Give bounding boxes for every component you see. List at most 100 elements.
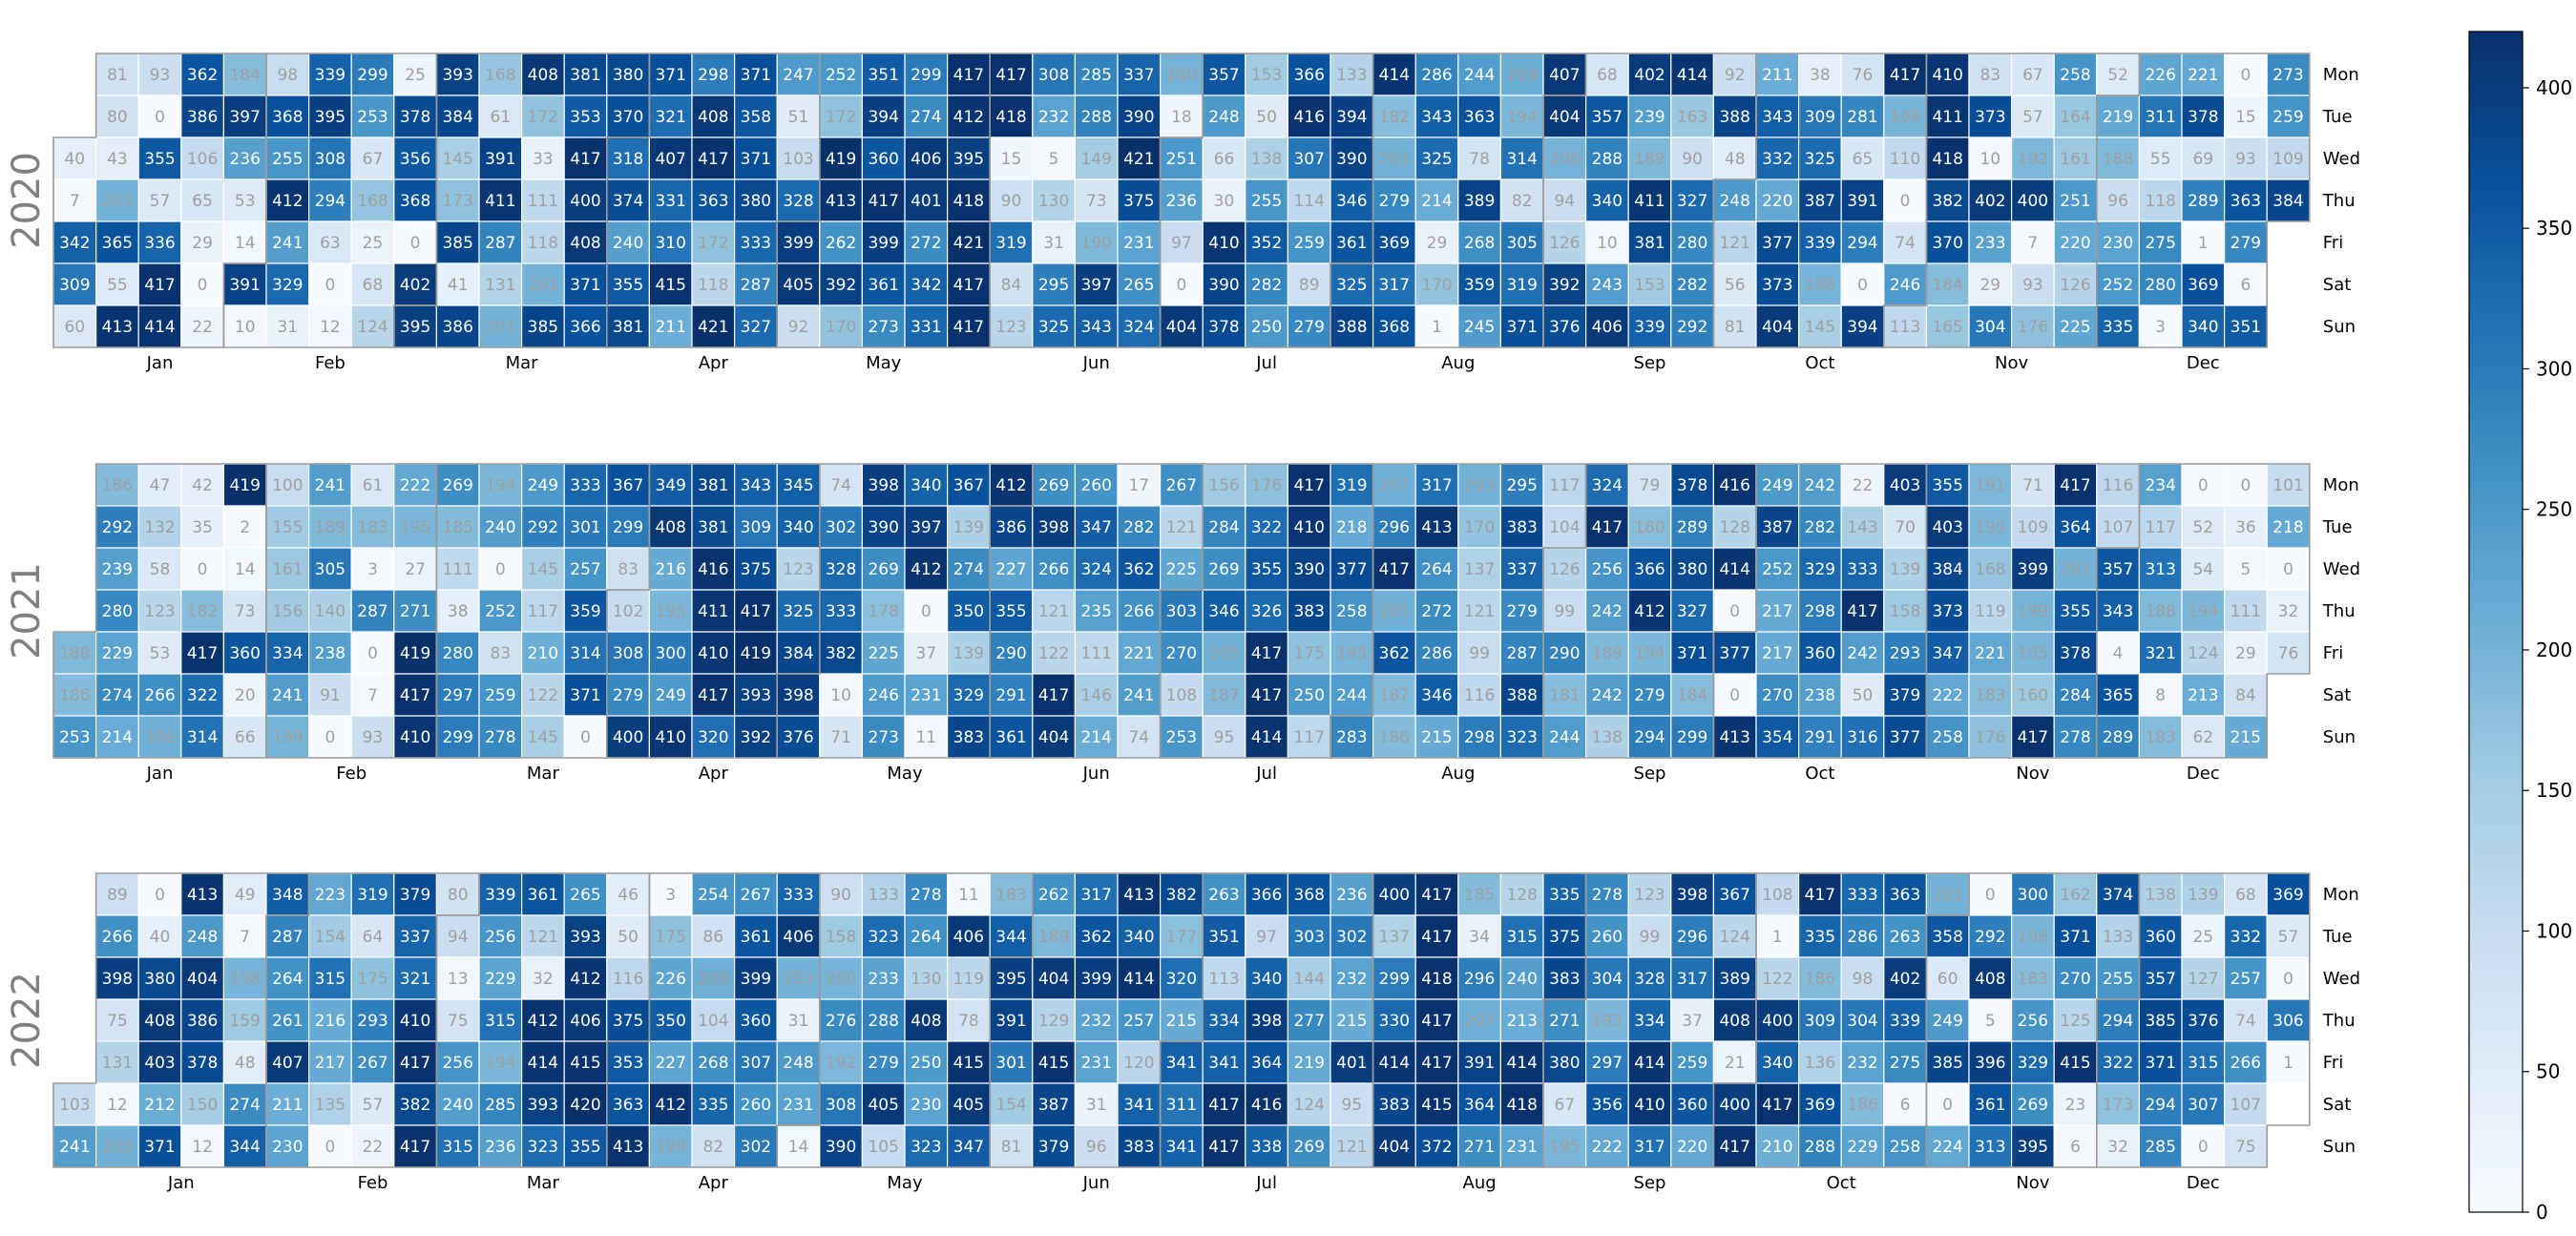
day-value-label: 367: [1719, 886, 1749, 905]
day-value-label: 32: [2107, 1138, 2128, 1157]
day-cell: [308, 220, 352, 264]
day-value-label: 321: [2145, 644, 2175, 663]
day-value-label: 175: [357, 970, 387, 989]
day-value-label: 233: [1975, 234, 2005, 253]
day-value-label: 280: [2145, 276, 2175, 295]
day-value-label: 417: [1208, 1138, 1239, 1157]
day-value-label: 240: [613, 234, 643, 253]
day-value-label: 113: [1890, 318, 1920, 337]
day-value-label: 294: [1634, 728, 1665, 747]
day-value-label: 324: [1123, 318, 1154, 337]
empty-cell: [53, 999, 96, 1041]
day-value-label: 417: [187, 644, 218, 663]
day-value-label: 153: [1634, 276, 1665, 295]
day-value-label: 296: [1677, 928, 1707, 947]
day-value-label: 373: [1975, 108, 2005, 127]
day-value-label: 410: [1634, 1096, 1665, 1115]
day-cell: [946, 262, 991, 306]
day-value-label: 56: [1725, 276, 1746, 295]
day-value-label: 344: [229, 1138, 260, 1157]
day-cell: [137, 136, 182, 180]
day-value-label: 308: [315, 150, 346, 169]
day-value-label: 306: [2272, 1012, 2303, 1031]
day-value-label: 214: [1080, 728, 1111, 747]
day-value-label: 407: [1549, 66, 1580, 85]
day-cell: [180, 463, 225, 507]
day-cell: [989, 505, 1034, 549]
day-value-label: 355: [2060, 602, 2090, 621]
day-cell: [2011, 136, 2055, 180]
day-value-label: 270: [1762, 686, 1792, 705]
day-value-label: 31: [788, 1012, 809, 1031]
day-value-label: 185: [1464, 886, 1495, 905]
day-value-label: 145: [528, 728, 558, 747]
day-cell: [1883, 589, 1928, 633]
day-value-label: 27: [405, 560, 426, 579]
day-cell: [180, 505, 225, 549]
day-value-label: 311: [1166, 1096, 1197, 1115]
day-value-label: 389: [1719, 970, 1749, 989]
day-value-label: 0: [325, 728, 335, 747]
day-value-label: 41: [448, 276, 469, 295]
day-value-label: 410: [400, 1012, 430, 1031]
day-cell: [308, 589, 352, 633]
day-value-label: 126: [2060, 276, 2090, 295]
day-value-label: 324: [1080, 560, 1111, 579]
day-cell: [2053, 304, 2098, 348]
day-value-label: 83: [1979, 66, 2000, 85]
day-value-label: 323: [868, 928, 898, 947]
day-value-label: 249: [1762, 476, 1792, 495]
day-value-label: 0: [921, 602, 932, 621]
day-value-label: 412: [1634, 602, 1665, 621]
day-value-label: 188: [2103, 150, 2133, 169]
day-value-label: 380: [144, 970, 175, 989]
day-cell: [478, 631, 523, 675]
month-label: Feb: [358, 1173, 388, 1193]
day-cell: [904, 505, 949, 549]
day-value-label: 242: [1847, 644, 1877, 663]
day-cell: [265, 136, 310, 180]
day-value-label: 186: [1805, 970, 1835, 989]
day-cell: [180, 136, 225, 180]
day-value-label: 418: [1506, 1096, 1537, 1115]
day-value-label: 300: [2018, 886, 2048, 905]
day-value-label: 387: [1038, 1096, 1069, 1115]
day-value-label: 257: [1123, 1012, 1154, 1031]
day-value-label: 362: [187, 66, 218, 85]
day-value-label: 406: [953, 928, 984, 947]
day-value-label: 73: [235, 602, 256, 621]
day-value-label: 297: [1592, 1054, 1623, 1073]
day-cell: [222, 94, 267, 138]
day-value-label: 58: [150, 560, 171, 579]
day-cell: [861, 220, 906, 264]
day-value-label: 222: [1592, 1138, 1623, 1157]
day-value-label: 82: [702, 1138, 723, 1157]
day-value-label: 205: [1379, 602, 1410, 621]
day-value-label: 236: [229, 150, 260, 169]
day-cell: [52, 136, 97, 180]
month-label: Sep: [1634, 1173, 1666, 1193]
day-cell: [989, 547, 1034, 591]
day-value-label: 99: [1469, 644, 1490, 663]
day-value-label: 0: [580, 728, 591, 747]
day-value-label: 323: [528, 1138, 558, 1157]
day-value-label: 406: [783, 928, 813, 947]
day-value-label: 118: [2145, 192, 2175, 211]
day-value-label: 31: [277, 318, 298, 337]
day-value-label: 285: [485, 1096, 515, 1115]
day-cell: [904, 94, 949, 138]
day-value-label: 168: [485, 66, 515, 85]
day-value-label: 413: [613, 1138, 643, 1157]
day-value-label: 404: [1038, 970, 1069, 989]
colorbar-tick-label: 0: [2536, 1201, 2548, 1224]
day-value-label: 377: [1719, 644, 1749, 663]
day-value-label: 241: [272, 686, 303, 705]
day-value-label: 240: [442, 1096, 472, 1115]
day-cell: [1287, 589, 1331, 633]
day-value-label: 377: [1890, 728, 1920, 747]
day-cell: [648, 304, 693, 348]
day-value-label: 124: [1719, 928, 1749, 947]
weekday-label: Mon: [2323, 475, 2359, 495]
day-value-label: 333: [1847, 886, 1877, 905]
day-value-label: 211: [1762, 66, 1792, 85]
